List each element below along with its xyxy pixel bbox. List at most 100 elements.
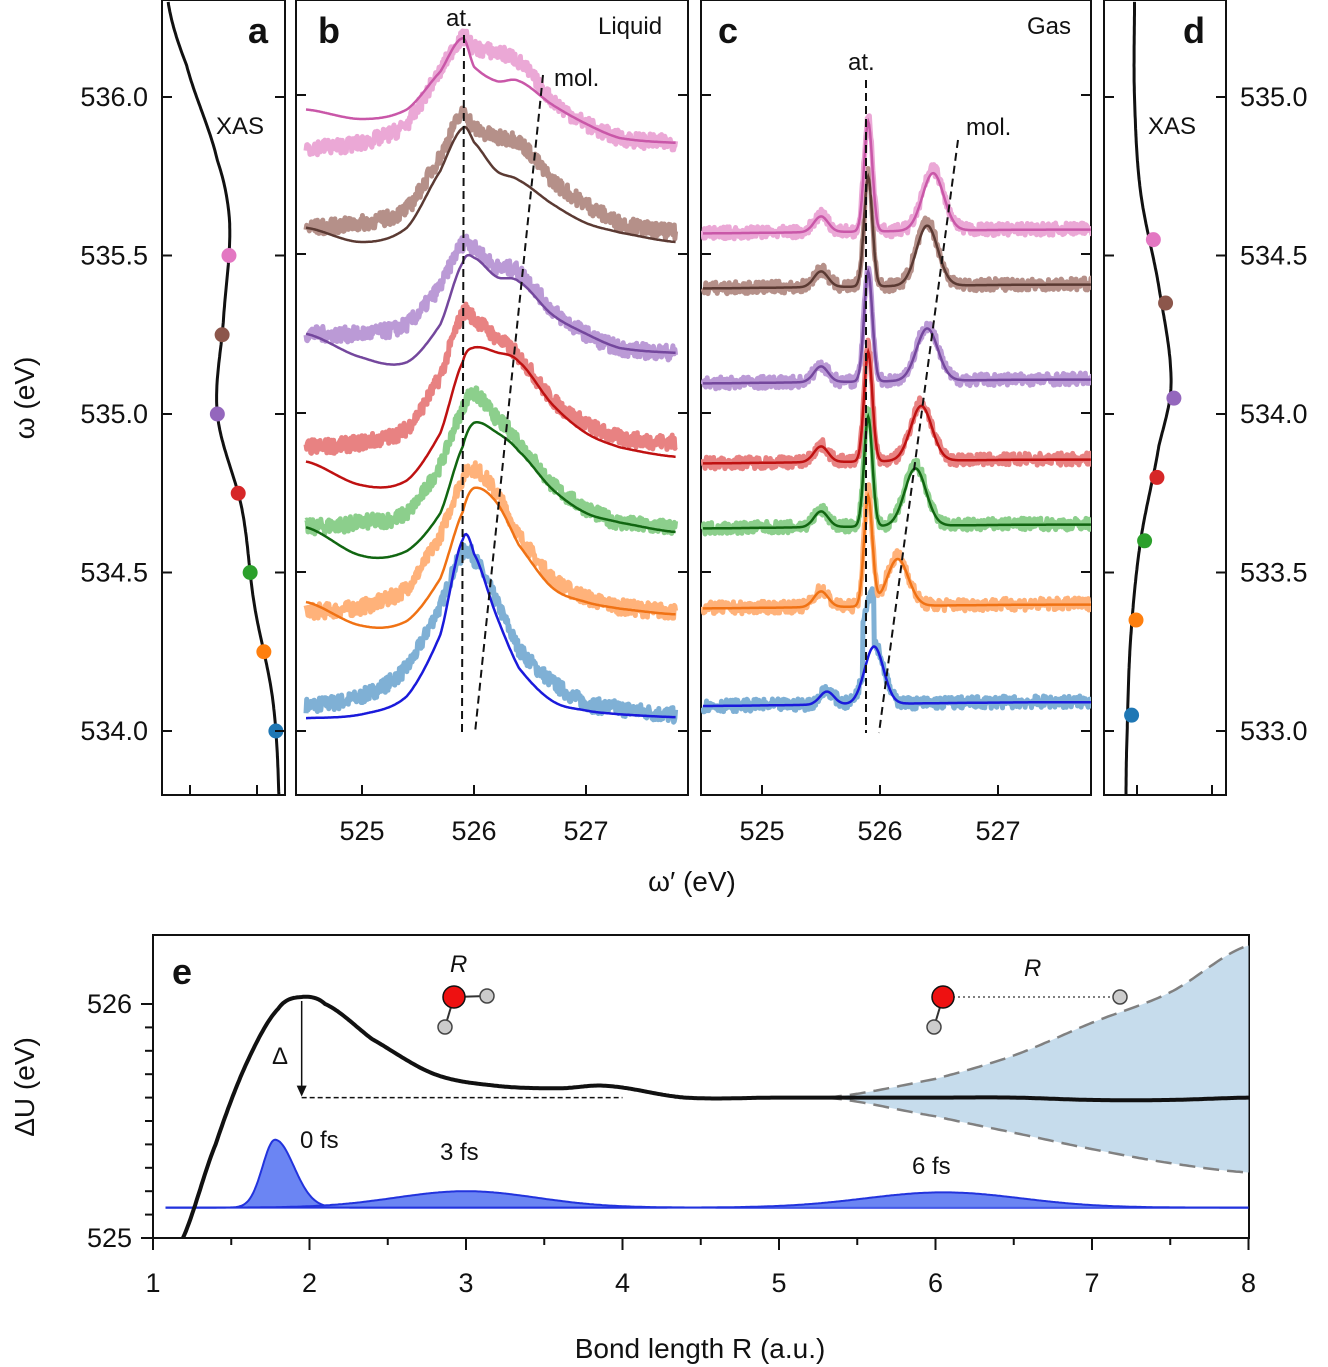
ytick-label-e: 526 xyxy=(87,989,132,1019)
exp-trace-c xyxy=(701,265,1091,392)
theory-trace-b xyxy=(305,486,676,629)
gas-label: Gas xyxy=(1027,13,1071,40)
hydrogen-atom-icon xyxy=(1112,989,1128,1005)
molecular-guide-c xyxy=(878,139,959,734)
xas-marker-a xyxy=(221,248,237,263)
xas-marker-a xyxy=(256,644,272,660)
wavepacket-label-3fs: 3 fs xyxy=(440,1139,479,1166)
exp-trace-b xyxy=(303,105,679,242)
panel-d-plot xyxy=(1124,1,1182,795)
theory-trace-b xyxy=(306,532,676,720)
xas-marker-a xyxy=(242,565,258,580)
theory-trace-c xyxy=(703,645,1091,708)
xas-marker-d xyxy=(1158,295,1174,311)
panel-letter-d: d xyxy=(1183,10,1205,51)
delta-arrowhead-icon xyxy=(296,1085,307,1097)
theory-trace-c xyxy=(703,117,1091,235)
ytick-label-e: 525 xyxy=(87,1223,132,1253)
hydrogen-atom-icon xyxy=(479,988,495,1004)
xtick-label-e: 4 xyxy=(615,1268,630,1298)
xtick-label-c: 527 xyxy=(975,816,1020,846)
xtick-label-e: 6 xyxy=(928,1268,943,1298)
bond-r-label-short: R xyxy=(450,951,467,978)
xtick-label-e: 2 xyxy=(302,1268,317,1298)
xtick-label-b: 525 xyxy=(339,816,384,846)
xas-marker-d xyxy=(1128,612,1144,628)
wavepacket-fill xyxy=(165,1139,1249,1208)
xas-marker-d xyxy=(1149,469,1165,485)
theory-trace-b xyxy=(305,253,676,366)
theory-trace-c xyxy=(703,491,1091,610)
panel-letter-c: c xyxy=(718,10,738,51)
molecular-guide-b xyxy=(474,74,544,734)
panel-c-frame xyxy=(700,0,1092,796)
xtick-label-b: 526 xyxy=(451,816,496,846)
hydrogen-atom-icon xyxy=(437,1019,453,1035)
ytick-label-a: 536.0 xyxy=(80,82,148,112)
exp-trace-c xyxy=(701,337,1091,472)
xas-marker-d xyxy=(1145,232,1161,248)
xas-marker-d xyxy=(1137,533,1153,549)
xtick-label-b: 527 xyxy=(563,816,608,846)
at-label-c: at. xyxy=(848,49,875,76)
theory-trace-c xyxy=(703,267,1091,385)
band-upper-edge xyxy=(825,944,1249,1099)
panel-b-frame xyxy=(295,0,689,796)
molecule-long-bond-icon xyxy=(926,985,1128,1035)
theory-trace-b xyxy=(305,125,676,244)
exp-trace-c xyxy=(701,406,1091,537)
x-axis-title-bond-length: Bond length R (a.u.) xyxy=(575,1333,826,1364)
delta-label: Δ xyxy=(272,1043,288,1070)
oxygen-atom-icon xyxy=(442,985,466,1009)
wavepacket-label-6fs: 6 fs xyxy=(912,1153,951,1180)
xtick-label-e: 1 xyxy=(145,1268,160,1298)
xtick-label-e: 3 xyxy=(458,1268,473,1298)
panel-letter-b: b xyxy=(318,10,340,51)
hydrogen-atom-icon xyxy=(926,1019,942,1035)
xtick-label-c: 526 xyxy=(857,816,902,846)
exp-trace-b xyxy=(303,233,679,363)
xas-curve-a xyxy=(166,1,281,795)
theory-trace-b xyxy=(305,421,676,560)
ytick-label-d: 534.0 xyxy=(1240,399,1308,429)
wavepacket-outline xyxy=(165,1191,1249,1209)
xtick-label-e: 8 xyxy=(1241,1268,1256,1298)
theory-trace-b xyxy=(305,37,676,144)
wavepacket-label-0fs: 0 fs xyxy=(300,1127,339,1154)
exp-trace-b xyxy=(303,28,679,158)
oxygen-atom-icon xyxy=(931,985,955,1009)
y-axis-title-omega: ω (eV) xyxy=(9,357,40,440)
ytick-label-d: 533.5 xyxy=(1240,558,1308,588)
exp-trace-c xyxy=(701,113,1091,242)
atomic-guide-b xyxy=(461,34,465,734)
exp-trace-b xyxy=(303,301,678,456)
y-axis-title-deltaU: ΔU (eV) xyxy=(9,1037,40,1137)
uncertainty-band xyxy=(825,945,1249,1173)
panel-letter-e: e xyxy=(172,951,192,992)
panel-a-frame xyxy=(161,0,286,796)
wavepacket-fill xyxy=(165,1191,1249,1208)
panel-letter-a: a xyxy=(248,10,269,51)
exp-trace-b xyxy=(304,385,679,537)
xas-label-d: XAS xyxy=(1148,113,1196,140)
x-axis-title-omega-prime: ω′ (eV) xyxy=(648,866,736,897)
xtick-label-e: 7 xyxy=(1084,1268,1099,1298)
panel-b-plot xyxy=(303,28,679,734)
ytick-label-d: 535.0 xyxy=(1240,82,1308,112)
molecule-short-bond-icon xyxy=(437,985,495,1035)
mol-label-b: mol. xyxy=(554,65,599,92)
xas-marker-a xyxy=(214,327,230,343)
ytick-label-a: 535.0 xyxy=(80,399,148,429)
potential-curve xyxy=(180,994,1249,1238)
xas-marker-d xyxy=(1124,707,1140,723)
xas-label-a: XAS xyxy=(216,113,264,140)
panel-a-plot xyxy=(166,1,284,795)
xas-marker-d xyxy=(1166,390,1182,406)
panel-d-frame xyxy=(1103,0,1227,796)
ytick-label-a: 534.5 xyxy=(80,558,148,588)
xas-marker-a xyxy=(230,485,246,501)
panel-c-plot xyxy=(701,80,1091,734)
theory-trace-c xyxy=(703,172,1091,290)
bond-r-label-long: R xyxy=(1024,955,1041,982)
